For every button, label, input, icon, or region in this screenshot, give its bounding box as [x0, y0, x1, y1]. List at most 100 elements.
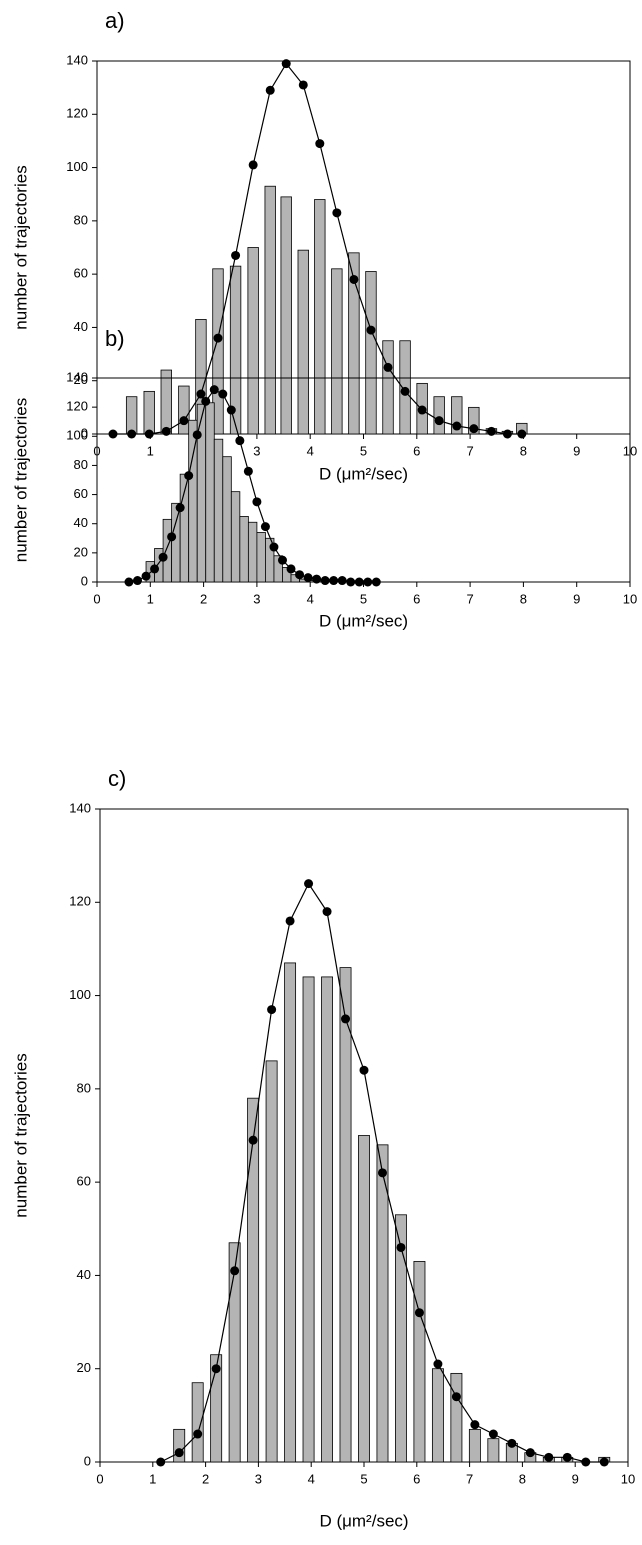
bar	[433, 396, 445, 435]
y-tick-label: 80	[77, 1080, 91, 1095]
x-tick-label: 1	[149, 1471, 156, 1486]
y-axis-label: number of trajectories	[11, 1053, 30, 1217]
x-tick-label: 1	[147, 591, 154, 606]
fit-point	[354, 577, 364, 587]
x-tick-label: 5	[360, 591, 367, 606]
fit-point	[231, 250, 241, 260]
fit-point	[150, 564, 160, 574]
fit-point	[470, 1420, 480, 1430]
fit-point	[230, 1266, 240, 1276]
panel-title: c)	[108, 766, 126, 791]
fit-point	[332, 208, 342, 218]
x-tick-label: 7	[466, 591, 473, 606]
fit-point	[315, 139, 325, 149]
fit-point	[502, 429, 512, 439]
bar	[229, 265, 242, 435]
y-tick-label: 140	[66, 369, 88, 384]
fit-point	[488, 1429, 498, 1439]
panel-title: a)	[105, 8, 125, 33]
x-tick-label: 3	[253, 591, 260, 606]
x-tick-label: 7	[466, 1471, 473, 1486]
x-tick-label: 6	[413, 443, 420, 458]
y-tick-label: 60	[74, 486, 88, 501]
fit-point	[269, 542, 279, 552]
fit-point	[322, 907, 332, 917]
fit-point	[451, 1392, 461, 1402]
x-axis-label: D (μm²/sec)	[319, 1511, 408, 1530]
fit-point	[414, 1308, 424, 1318]
bar	[264, 185, 276, 435]
fit-point	[562, 1452, 572, 1462]
y-tick-label: 60	[77, 1174, 91, 1189]
x-tick-label: 3	[253, 443, 260, 458]
y-axis-label: number of trajectories	[11, 165, 30, 329]
fit-point	[363, 577, 373, 587]
fit-point	[196, 389, 206, 399]
bar	[265, 1060, 278, 1463]
bar	[143, 390, 155, 435]
fit-point	[525, 1448, 535, 1458]
fit-point	[396, 1242, 406, 1252]
fit-point	[349, 274, 359, 284]
bar	[284, 962, 297, 1463]
fit-point	[184, 471, 194, 481]
x-tick-label: 0	[93, 591, 100, 606]
bar	[228, 1242, 241, 1463]
fit-point	[201, 396, 211, 406]
bar	[213, 438, 224, 583]
bar	[331, 268, 343, 435]
bar	[247, 1097, 260, 1463]
fit-point	[434, 416, 444, 426]
fit-point	[209, 385, 219, 395]
bar	[178, 385, 190, 435]
y-tick-label: 40	[74, 319, 88, 334]
bar	[321, 976, 333, 1463]
fit-point	[248, 1135, 258, 1145]
fit-point	[304, 879, 314, 889]
fit-point	[248, 160, 258, 170]
y-tick-label: 100	[66, 159, 88, 174]
y-tick-label: 0	[81, 425, 88, 440]
fit-point	[400, 386, 410, 396]
y-tick-label: 40	[74, 515, 88, 530]
x-tick-label: 0	[96, 1471, 103, 1486]
x-tick-label: 2	[202, 1471, 209, 1486]
fit-point	[298, 80, 308, 90]
fit-point	[486, 426, 496, 436]
bar	[382, 340, 394, 435]
x-tick-label: 6	[413, 1471, 420, 1486]
bar	[302, 976, 315, 1463]
y-tick-label: 0	[84, 1453, 91, 1468]
fit-point	[243, 466, 253, 476]
fit-point	[179, 416, 189, 426]
fit-point	[359, 1065, 369, 1075]
fit-point	[303, 573, 313, 583]
fit-point	[341, 1014, 351, 1024]
bar	[339, 967, 352, 1463]
y-tick-label: 40	[77, 1267, 91, 1282]
fit-point	[366, 325, 376, 335]
y-tick-label: 140	[66, 52, 88, 67]
bar	[125, 396, 138, 435]
y-tick-label: 0	[81, 573, 88, 588]
bar	[205, 402, 215, 583]
x-tick-label: 10	[621, 1471, 635, 1486]
fit-point	[371, 577, 381, 587]
x-axis-label: D (μm²/sec)	[319, 464, 408, 483]
fit-point	[161, 426, 171, 436]
fit-point	[226, 405, 236, 415]
bar	[191, 1382, 204, 1463]
fit-point	[285, 916, 295, 926]
bar	[358, 1135, 370, 1463]
bar	[280, 196, 292, 435]
fit-point	[156, 1457, 166, 1467]
x-tick-label: 4	[308, 1471, 315, 1486]
y-tick-label: 20	[77, 1360, 91, 1375]
y-tick-label: 120	[66, 399, 88, 414]
fit-point	[193, 1429, 203, 1439]
x-tick-label: 10	[623, 591, 637, 606]
x-tick-label: 9	[573, 591, 580, 606]
fit-point	[260, 522, 270, 532]
bar	[450, 1372, 463, 1463]
x-tick-label: 8	[520, 591, 527, 606]
